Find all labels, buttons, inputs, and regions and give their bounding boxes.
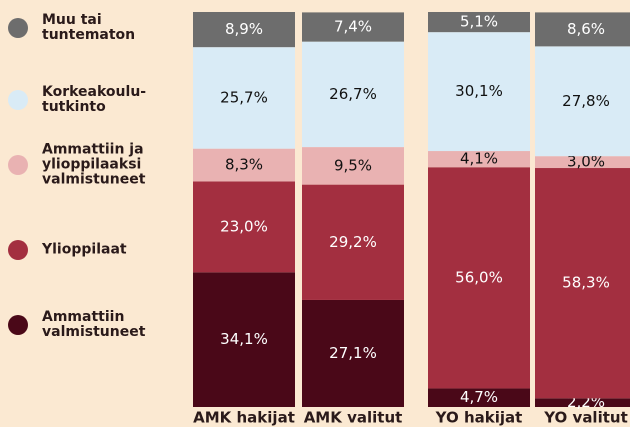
legend-swatch bbox=[8, 90, 28, 110]
value-label: 7,4% bbox=[334, 18, 372, 36]
bar-segment bbox=[535, 46, 630, 157]
bar-segment bbox=[428, 32, 530, 152]
bar-segment bbox=[535, 156, 630, 169]
bar-segment bbox=[302, 12, 404, 42]
x-tick-label: AMK hakijat bbox=[193, 409, 295, 427]
value-label: 56,0% bbox=[455, 268, 503, 286]
legend-swatch bbox=[8, 18, 28, 38]
x-tick-label: YO valitut bbox=[543, 409, 628, 427]
value-label: 4,7% bbox=[460, 388, 498, 406]
legend-label: Muu tai tuntematon bbox=[42, 12, 136, 43]
value-label: 26,7% bbox=[329, 85, 377, 103]
value-label: 23,0% bbox=[220, 217, 268, 235]
bar-segment bbox=[428, 12, 530, 33]
value-label: 9,5% bbox=[334, 156, 372, 174]
bar-segment bbox=[535, 12, 630, 47]
bar-segment bbox=[535, 168, 630, 399]
value-label: 4,1% bbox=[460, 150, 498, 168]
value-label: 29,2% bbox=[329, 233, 377, 251]
legend-swatch bbox=[8, 240, 28, 260]
value-label: 5,1% bbox=[460, 13, 498, 31]
bar-segment bbox=[535, 398, 630, 407]
value-label: 34,1% bbox=[220, 330, 268, 348]
bar-segment bbox=[193, 181, 295, 273]
legend-swatch bbox=[8, 155, 28, 175]
bar-segment bbox=[302, 41, 404, 148]
value-label: 58,3% bbox=[562, 274, 610, 292]
bar-segment bbox=[193, 47, 295, 149]
bar-segment bbox=[302, 184, 404, 300]
bar-segment bbox=[428, 151, 530, 168]
value-label: 25,7% bbox=[220, 88, 268, 106]
value-label: 8,9% bbox=[225, 20, 263, 38]
bar-segment bbox=[193, 12, 295, 48]
value-label: 8,3% bbox=[225, 156, 263, 174]
legend-label: Korkeakoulu- tutkinto bbox=[42, 84, 147, 115]
bar-segment bbox=[193, 148, 295, 182]
legend-swatch bbox=[8, 315, 28, 335]
bar-segment bbox=[428, 388, 530, 407]
value-label: 8,6% bbox=[567, 20, 605, 38]
value-label: 27,8% bbox=[562, 92, 610, 110]
value-label: 3,0% bbox=[567, 153, 605, 171]
bar-segment bbox=[302, 147, 404, 185]
bar-segment bbox=[302, 299, 404, 407]
legend-label: Ammattiin valmistuneet bbox=[42, 309, 146, 340]
bar-segment bbox=[193, 272, 295, 407]
value-label: 30,1% bbox=[455, 82, 503, 100]
x-tick-label: AMK valitut bbox=[304, 409, 403, 427]
legend-label: Ammattiin ja ylioppilaaksi valmistuneet bbox=[42, 141, 146, 188]
legend-label: Ylioppilaat bbox=[42, 241, 127, 258]
value-label: 27,1% bbox=[329, 344, 377, 362]
bar-segment bbox=[428, 167, 530, 389]
x-tick-label: YO hakijat bbox=[435, 409, 523, 427]
